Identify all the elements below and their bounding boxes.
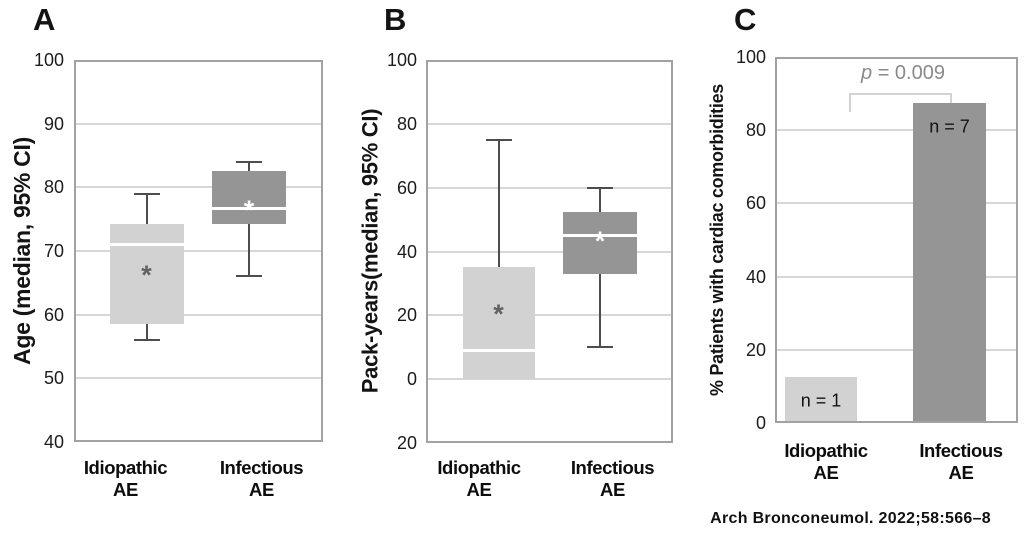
y-tick-label: 40 — [396, 241, 417, 262]
y-tick-label: 60 — [43, 304, 64, 325]
bar-count-label: n = 1 — [800, 390, 842, 411]
plot-area — [775, 57, 1018, 423]
whisker-cap-bottom — [587, 346, 613, 349]
box-idiopathic — [109, 223, 184, 325]
gridline — [76, 122, 321, 125]
y-tick-label: 20 — [396, 433, 417, 453]
significance-bracket-horizontal — [849, 92, 952, 95]
category-label-line: AE — [249, 479, 274, 500]
whisker-cap-top — [133, 192, 160, 195]
y-tick-label: 100 — [33, 50, 64, 70]
category-label: Idiopathic AE — [83, 457, 168, 501]
gridline — [428, 314, 671, 317]
median-line — [212, 207, 286, 211]
y-tick-label: 0 — [406, 369, 417, 390]
panel-letter-a: A — [33, 2, 56, 37]
median-line — [563, 234, 637, 238]
whisker-cap-bottom — [133, 339, 160, 342]
gridline — [777, 348, 1016, 351]
y-tick-label: 70 — [43, 241, 64, 261]
y-tick-label: 60 — [745, 193, 766, 214]
plot-area — [74, 60, 323, 442]
y-tick-label: 40 — [745, 266, 766, 287]
category-label: Idiopathic AE — [437, 457, 521, 501]
y-tick-label: 80 — [43, 177, 64, 198]
y-tick-label: 0 — [755, 413, 766, 433]
gridline — [76, 250, 321, 252]
whisker-cap-top — [485, 138, 512, 141]
gridline — [428, 186, 671, 189]
category-label-line: AE — [948, 462, 974, 483]
gridline — [76, 377, 321, 380]
gridline — [76, 186, 321, 189]
panel-letter-c: C — [734, 2, 757, 37]
gridline — [428, 122, 671, 125]
category-label-line: Idiopathic — [784, 440, 868, 461]
significance-bracket-right-tick — [950, 93, 952, 103]
mean-asterisk-marker: * — [594, 225, 606, 256]
category-label-line: Idiopathic — [83, 457, 168, 478]
box-infectious — [212, 170, 286, 224]
category-label-line: AE — [113, 479, 138, 500]
gridline — [777, 129, 1016, 132]
y-tick-label: 20 — [745, 339, 766, 360]
bar-infectious — [913, 102, 986, 421]
category-label-line: Idiopathic — [437, 457, 521, 478]
box-infectious — [563, 211, 637, 274]
box-idiopathic — [462, 267, 535, 380]
category-label-line: AE — [466, 479, 492, 500]
category-label: Idiopathic AE — [784, 440, 868, 484]
y-tick-label: 40 — [43, 432, 64, 452]
y-axis-title-cardiac: % Patients with cardiac comorbidities — [707, 84, 727, 396]
median-line — [109, 243, 184, 247]
p-value-label: p = 0.009 — [861, 62, 945, 84]
plot-area — [426, 60, 673, 443]
median-line — [462, 348, 535, 352]
gridline — [76, 313, 321, 316]
mean-asterisk-marker: * — [243, 195, 255, 226]
y-tick-label: 20 — [396, 305, 417, 326]
panel-letter-b: B — [384, 2, 407, 37]
whisker-cap-top — [236, 160, 262, 163]
category-label: Infectious AE — [570, 457, 655, 501]
whisker-line — [497, 139, 500, 380]
category-label-line: Infectious — [219, 457, 304, 478]
category-label: Infectious AE — [919, 440, 1003, 484]
y-tick-label: 100 — [735, 47, 766, 67]
gridline — [777, 275, 1016, 278]
category-label-line: AE — [600, 479, 625, 500]
gridline — [428, 250, 671, 253]
citation-text: Arch Bronconeumol. 2022;58:566–8 — [710, 510, 991, 527]
y-tick-label: 80 — [745, 120, 766, 141]
bar-idiopathic — [785, 377, 857, 421]
gridline — [428, 378, 671, 381]
significance-bracket-left-tick — [849, 93, 851, 112]
whisker-cap-top — [587, 186, 613, 189]
category-label-line: Infectious — [570, 457, 655, 478]
y-tick-label: 90 — [43, 113, 64, 134]
category-label: Infectious AE — [219, 457, 304, 501]
whisker-cap-bottom — [236, 275, 262, 278]
mean-asterisk-marker: * — [493, 298, 504, 329]
y-tick-label: 50 — [43, 368, 64, 389]
bar-count-label: n = 7 — [929, 116, 970, 137]
y-tick-label: 80 — [396, 113, 417, 134]
category-label-line: Infectious — [919, 440, 1003, 461]
y-tick-label: 60 — [396, 177, 417, 198]
gridline — [777, 202, 1016, 205]
mean-asterisk-marker: * — [141, 259, 152, 290]
y-tick-label: 100 — [386, 50, 417, 70]
category-label-line: AE — [813, 462, 839, 483]
